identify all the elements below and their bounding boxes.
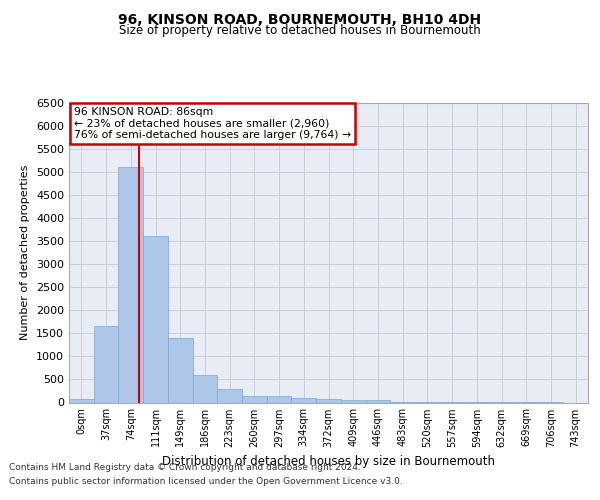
Bar xyxy=(341,400,365,402)
Bar xyxy=(267,396,292,402)
Bar xyxy=(316,400,341,402)
Text: 96, KINSON ROAD, BOURNEMOUTH, BH10 4DH: 96, KINSON ROAD, BOURNEMOUTH, BH10 4DH xyxy=(118,12,482,26)
Text: Contains public sector information licensed under the Open Government Licence v3: Contains public sector information licen… xyxy=(9,478,403,486)
Bar xyxy=(168,338,193,402)
Bar xyxy=(292,398,316,402)
Text: Contains HM Land Registry data © Crown copyright and database right 2024.: Contains HM Land Registry data © Crown c… xyxy=(9,462,361,471)
Bar xyxy=(143,236,168,402)
Bar xyxy=(242,396,267,402)
Bar xyxy=(69,400,94,402)
Text: 96 KINSON ROAD: 86sqm
← 23% of detached houses are smaller (2,960)
76% of semi-d: 96 KINSON ROAD: 86sqm ← 23% of detached … xyxy=(74,107,352,140)
Y-axis label: Number of detached properties: Number of detached properties xyxy=(20,165,31,340)
Bar xyxy=(118,167,143,402)
Bar xyxy=(365,400,390,402)
X-axis label: Distribution of detached houses by size in Bournemouth: Distribution of detached houses by size … xyxy=(162,455,495,468)
Text: Size of property relative to detached houses in Bournemouth: Size of property relative to detached ho… xyxy=(119,24,481,37)
Bar xyxy=(193,375,217,402)
Bar xyxy=(217,388,242,402)
Bar xyxy=(94,326,118,402)
